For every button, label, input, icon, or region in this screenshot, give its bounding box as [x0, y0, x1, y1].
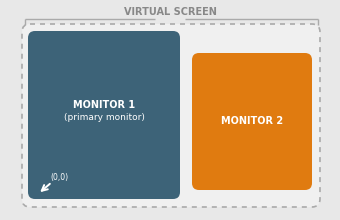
Text: MONITOR 2: MONITOR 2 [221, 116, 283, 126]
Text: (0,0): (0,0) [50, 172, 68, 182]
Text: MONITOR 1: MONITOR 1 [73, 100, 135, 110]
FancyBboxPatch shape [192, 53, 312, 190]
Text: VIRTUAL SCREEN: VIRTUAL SCREEN [123, 7, 217, 17]
FancyBboxPatch shape [28, 31, 180, 199]
FancyBboxPatch shape [22, 24, 320, 207]
Text: (primary monitor): (primary monitor) [64, 112, 144, 121]
